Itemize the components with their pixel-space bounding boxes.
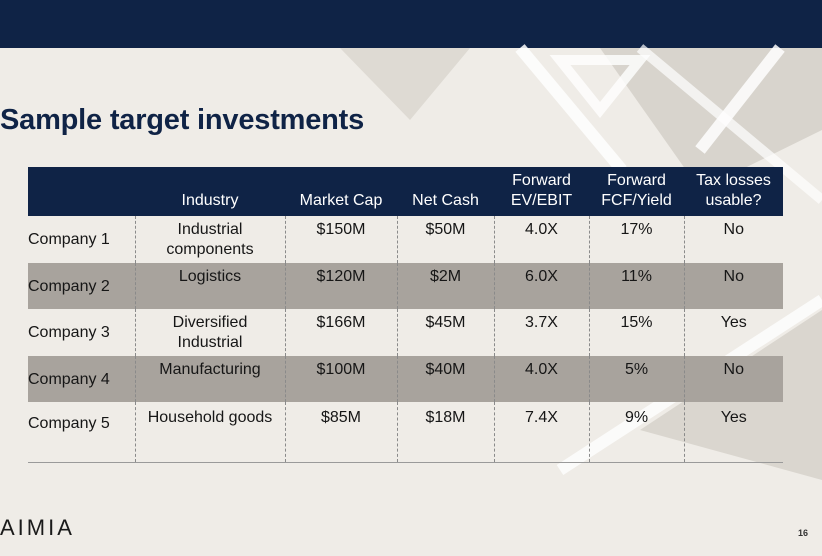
investments-table-container: Industry Market Cap Net Cash Forward EV/… (28, 167, 783, 463)
header-cell-tax-losses: Tax losses usable? (696, 172, 771, 209)
tax-losses-cell: No (683, 263, 783, 309)
ev-ebit-cell: 3.7X (493, 309, 589, 356)
table-row: Company 5 Household goods $85M $18M 7.4X… (28, 402, 783, 462)
industry-cell: Household goods (134, 402, 285, 462)
header-cell-market-cap: Market Cap (299, 192, 383, 209)
net-cash-cell: $18M (396, 402, 494, 462)
market-cap-cell: $150M (284, 216, 397, 263)
industry-cell: Manufacturing (134, 356, 285, 402)
ev-ebit-cell: 4.0X (493, 216, 589, 263)
table-header-row: Industry Market Cap Net Cash Forward EV/… (28, 167, 783, 216)
tax-losses-cell: No (683, 216, 783, 263)
table-row: Company 3 Diversified Industrial $166M $… (28, 309, 783, 356)
market-cap-cell: $85M (284, 402, 397, 462)
tax-losses-cell: Yes (683, 402, 783, 462)
aimia-logo: AIMIA (0, 515, 75, 540)
company-cell: Company 5 (28, 415, 110, 432)
header-cell-fcf-yield: Forward FCF/Yield (601, 172, 672, 209)
ev-ebit-cell: 7.4X (493, 402, 589, 462)
table-row: Company 4 Manufacturing $100M $40M 4.0X … (28, 356, 783, 402)
company-cell: Company 1 (28, 231, 110, 248)
header-cell-net-cash: Net Cash (412, 192, 479, 209)
company-cell: Company 3 (28, 324, 110, 341)
investments-table: Industry Market Cap Net Cash Forward EV/… (28, 167, 783, 463)
market-cap-cell: $100M (284, 356, 397, 402)
slide-title: Sample target investments (0, 104, 365, 136)
header-cell-ev-ebit: Forward EV/EBIT (510, 172, 573, 209)
industry-cell: Diversified Industrial (134, 309, 285, 356)
market-cap-cell: $120M (284, 263, 397, 309)
fcf-yield-cell: 9% (588, 402, 684, 462)
tax-losses-cell: Yes (683, 309, 783, 356)
market-cap-cell: $166M (284, 309, 397, 356)
table-row: Company 1 Industrial components $150M $5… (28, 216, 783, 263)
industry-cell: Logistics (134, 263, 285, 309)
fcf-yield-cell: 11% (588, 263, 684, 309)
tax-losses-cell: No (683, 356, 783, 402)
page-number: 16 (797, 528, 808, 538)
fcf-yield-cell: 5% (588, 356, 684, 402)
company-cell: Company 4 (28, 370, 110, 388)
header-cell-company (28, 167, 135, 216)
ev-ebit-cell: 6.0X (493, 263, 589, 309)
net-cash-cell: $2M (396, 263, 494, 309)
header-band (0, 0, 822, 48)
net-cash-cell: $50M (396, 216, 494, 263)
fcf-yield-cell: 15% (588, 309, 684, 356)
net-cash-cell: $45M (396, 309, 494, 356)
net-cash-cell: $40M (396, 356, 494, 402)
table-row: Company 2 Logistics $120M $2M 6.0X 11% N… (28, 263, 783, 309)
ev-ebit-cell: 4.0X (493, 356, 589, 402)
header-cell-industry: Industry (181, 192, 239, 209)
company-cell: Company 2 (28, 277, 110, 295)
industry-cell: Industrial components (134, 216, 285, 263)
fcf-yield-cell: 17% (588, 216, 684, 263)
